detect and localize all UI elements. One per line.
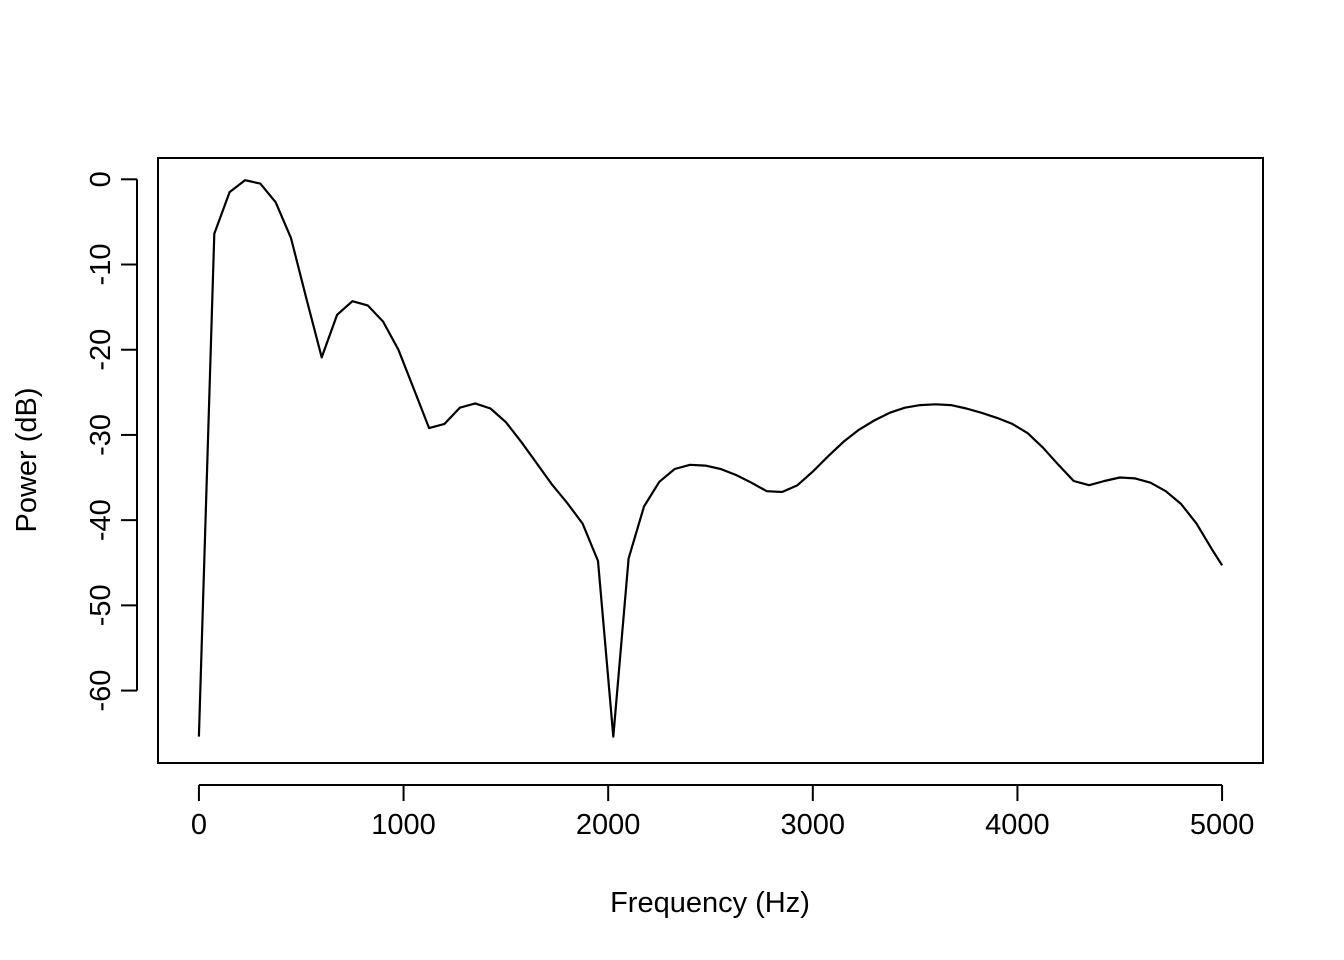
power-spectrum-line <box>197 179 1224 738</box>
plot-frame <box>157 157 1264 764</box>
x-tick-label: 5000 <box>1190 809 1255 841</box>
y-axis-label: Power (dB) <box>11 387 43 532</box>
x-axis-label: Frequency (Hz) <box>610 887 810 919</box>
y-tick-label: -10 <box>85 244 117 286</box>
x-tick-label: 2000 <box>576 809 641 841</box>
x-tick-label: 3000 <box>781 809 846 841</box>
y-tick-label: -30 <box>85 414 117 456</box>
x-tick-label: 1000 <box>371 809 436 841</box>
x-tick-label: 0 <box>191 809 207 841</box>
y-tick-label: -50 <box>85 584 117 626</box>
x-tick-label: 4000 <box>985 809 1050 841</box>
y-tick-label: -60 <box>85 670 117 712</box>
y-tick-label: -40 <box>85 499 117 541</box>
x-axis: 0 1000 2000 3000 4000 5000 <box>191 784 1255 841</box>
y-tick-label: -20 <box>85 329 117 371</box>
y-axis: 0 -10 -20 -30 -40 -50 -60 <box>85 171 138 712</box>
y-tick-label: 0 <box>85 171 117 187</box>
